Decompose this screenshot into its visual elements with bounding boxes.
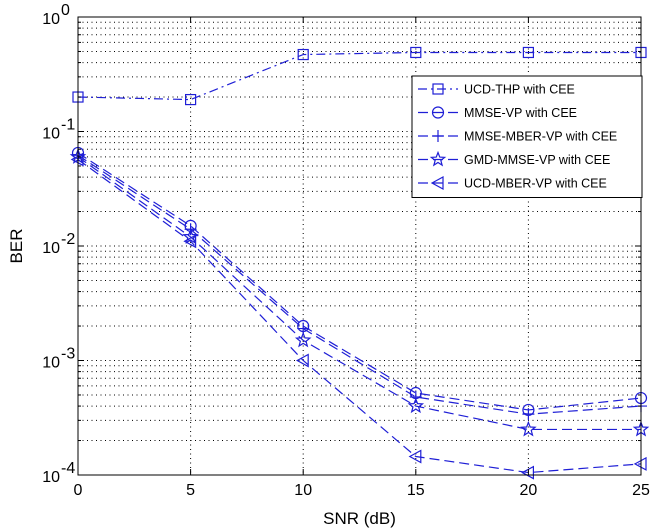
- square-marker: [432, 83, 444, 95]
- plus-marker: [522, 408, 535, 421]
- x-tick-label: 0: [74, 482, 83, 499]
- y-tick-label: 10: [42, 355, 60, 372]
- plus-marker: [409, 390, 422, 403]
- series-line: [77, 152, 642, 411]
- x-tick-label: 25: [632, 482, 650, 499]
- y-axis-label: BER: [7, 229, 26, 264]
- x-tick-label: 5: [186, 482, 195, 499]
- y-tick-label-exponent: 0: [61, 2, 70, 19]
- triangle-left-marker: [295, 353, 309, 368]
- series-line: [77, 154, 642, 415]
- legend-label: UCD-THP with CEE: [464, 83, 575, 97]
- legend-label: GMD-MMSE-VP with CEE: [464, 153, 610, 167]
- legend-label: MMSE-MBER-VP with CEE: [464, 130, 617, 144]
- legend-entry: GMD-MMSE-VP with CEE: [418, 150, 610, 167]
- square-marker: [410, 46, 422, 59]
- y-tick-label-exponent: -2: [61, 231, 75, 248]
- x-tick-label: 15: [407, 482, 425, 499]
- square-marker: [297, 48, 309, 61]
- square-marker: [522, 46, 535, 59]
- y-tick-label: 10: [42, 240, 60, 257]
- legend-label: UCD-MBER-VP with CEE: [464, 177, 607, 191]
- y-tick-label: 10: [42, 469, 60, 486]
- triangle-left-marker: [408, 449, 422, 464]
- square-marker: [185, 93, 197, 106]
- y-tick-label: 10: [42, 126, 60, 143]
- series-line: [77, 156, 641, 431]
- plus-marker: [432, 130, 444, 142]
- y-tick-label-exponent: -4: [61, 460, 75, 477]
- legend-entry: MMSE-VP with CEE: [418, 106, 577, 120]
- x-tick-labels: 0 5 10 15 20 25: [74, 482, 650, 499]
- star-marker: [294, 331, 312, 348]
- triangle-left-marker: [430, 175, 444, 191]
- y-tick-label: 10: [42, 11, 60, 28]
- star-marker: [407, 397, 425, 414]
- series-line: [77, 51, 641, 101]
- star-marker: [520, 420, 537, 437]
- x-tick-label: 20: [520, 482, 538, 499]
- x-axis-label: SNR (dB): [323, 509, 396, 528]
- legend: UCD-THP with CEE MMSE-VP with CEE MMSE-MBE…: [411, 75, 643, 198]
- y-tick-label-exponent: -3: [61, 346, 75, 363]
- y-tick-label-exponent: -1: [61, 117, 75, 134]
- triangle-left-marker: [183, 234, 197, 249]
- circle-marker: [431, 106, 445, 119]
- series-line: [77, 158, 642, 474]
- legend-box: [411, 75, 643, 198]
- legend-entry: UCD-MBER-VP with CEE: [418, 175, 607, 191]
- star-marker: [429, 150, 447, 167]
- legend-label: MMSE-VP with CEE: [464, 106, 577, 120]
- legend-entry: MMSE-MBER-VP with CEE: [418, 130, 617, 144]
- x-tick-label: 10: [294, 482, 312, 499]
- legend-entry: UCD-THP with CEE: [418, 83, 575, 97]
